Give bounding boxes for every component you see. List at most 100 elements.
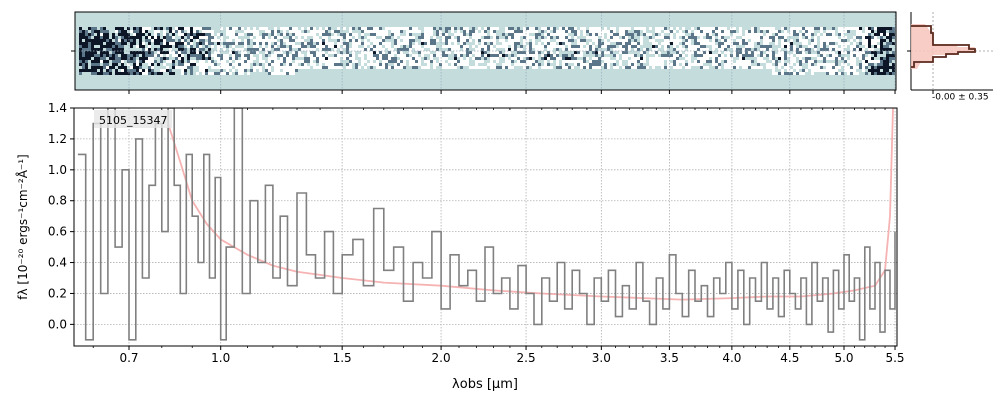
heatmap-cell: [517, 51, 520, 54]
heatmap-cell: [433, 48, 436, 51]
heatmap-cell: [574, 42, 577, 45]
heatmap-cell: [457, 30, 460, 33]
heatmap-cell: [421, 57, 424, 60]
heatmap-cell: [892, 69, 895, 72]
heatmap-cell: [808, 60, 811, 63]
heatmap-cell: [241, 30, 244, 33]
heatmap-cell: [697, 27, 700, 30]
heatmap-cell: [547, 30, 550, 33]
heatmap-cell: [631, 48, 634, 51]
heatmap-cell: [481, 39, 484, 42]
heatmap-cell: [865, 72, 868, 75]
heatmap-cell: [337, 45, 340, 48]
heatmap-cell: [358, 45, 361, 48]
heatmap-cell: [823, 42, 826, 45]
heatmap-cell: [100, 69, 103, 72]
heatmap-cell: [631, 42, 634, 45]
heatmap-cell: [223, 45, 226, 48]
heatmap-cell: [760, 39, 763, 42]
heatmap-cell: [289, 39, 292, 42]
heatmap-cell: [211, 33, 214, 36]
heatmap-cell: [133, 27, 136, 30]
heatmap-cell: [715, 33, 718, 36]
heatmap-cell: [220, 60, 223, 63]
heatmap-cell: [412, 48, 415, 51]
heatmap-cell: [289, 54, 292, 57]
heatmap-cell: [892, 54, 895, 57]
heatmap-cell: [256, 42, 259, 45]
heatmap-cell: [760, 30, 763, 33]
heatmap-cell: [553, 42, 556, 45]
heatmap-cell: [454, 48, 457, 51]
heatmap-cell: [337, 27, 340, 30]
heatmap-cell: [604, 66, 607, 69]
heatmap-cell: [547, 48, 550, 51]
heatmap-cell: [880, 27, 883, 30]
heatmap-cell: [172, 45, 175, 48]
heatmap-cell: [328, 39, 331, 42]
heatmap-cell: [652, 63, 655, 66]
heatmap-cell: [799, 51, 802, 54]
heatmap-cell: [412, 45, 415, 48]
heatmap-cell: [775, 66, 778, 69]
heatmap-cell: [703, 60, 706, 63]
heatmap-cell: [778, 54, 781, 57]
heatmap-cell: [793, 48, 796, 51]
heatmap-cell: [652, 54, 655, 57]
heatmap-cell: [805, 69, 808, 72]
heatmap-cell: [91, 60, 94, 63]
heatmap-cell: [112, 39, 115, 42]
heatmap-cell: [130, 60, 133, 63]
heatmap-cell: [832, 39, 835, 42]
heatmap-cell: [814, 57, 817, 60]
heatmap-cell: [736, 60, 739, 63]
heatmap-cell: [880, 48, 883, 51]
heatmap-cell: [307, 45, 310, 48]
heatmap-cell: [775, 39, 778, 42]
heatmap-cell: [877, 69, 880, 72]
heatmap-cell: [157, 45, 160, 48]
heatmap-cell: [298, 48, 301, 51]
heatmap-cell: [292, 54, 295, 57]
heatmap-cell: [274, 69, 277, 72]
heatmap-cell: [193, 69, 196, 72]
heatmap-cell: [667, 45, 670, 48]
heatmap-cell: [649, 57, 652, 60]
heatmap-cell: [229, 30, 232, 33]
heatmap-cell: [676, 57, 679, 60]
heatmap-cell: [760, 42, 763, 45]
heatmap-cell: [853, 51, 856, 54]
heatmap-cell: [676, 27, 679, 30]
heatmap-cell: [295, 42, 298, 45]
heatmap-cell: [805, 72, 808, 75]
heatmap-cell: [433, 60, 436, 63]
heatmap-cell: [157, 69, 160, 72]
heatmap-cell: [871, 66, 874, 69]
heatmap-cell: [184, 36, 187, 39]
heatmap-cell: [328, 33, 331, 36]
heatmap-cell: [532, 51, 535, 54]
heatmap-cell: [484, 63, 487, 66]
heatmap-cell: [436, 36, 439, 39]
heatmap-cell: [151, 57, 154, 60]
x-tick-label: 2.0: [432, 351, 451, 365]
heatmap-cell: [196, 66, 199, 69]
heatmap-cell: [421, 54, 424, 57]
heatmap-cell: [352, 42, 355, 45]
heatmap-cell: [733, 36, 736, 39]
heatmap-cell: [718, 60, 721, 63]
heatmap-cell: [805, 30, 808, 33]
heatmap-cell: [358, 33, 361, 36]
heatmap-cell: [862, 30, 865, 33]
heatmap-cell: [529, 60, 532, 63]
heatmap-cell: [436, 54, 439, 57]
heatmap-cell: [856, 48, 859, 51]
heatmap-cell: [169, 54, 172, 57]
heatmap-cell: [817, 66, 820, 69]
heatmap-cell: [823, 72, 826, 75]
heatmap-cell: [616, 66, 619, 69]
heatmap-cell: [688, 66, 691, 69]
heatmap-cell: [766, 66, 769, 69]
heatmap-cell: [826, 57, 829, 60]
heatmap-cell: [595, 45, 598, 48]
